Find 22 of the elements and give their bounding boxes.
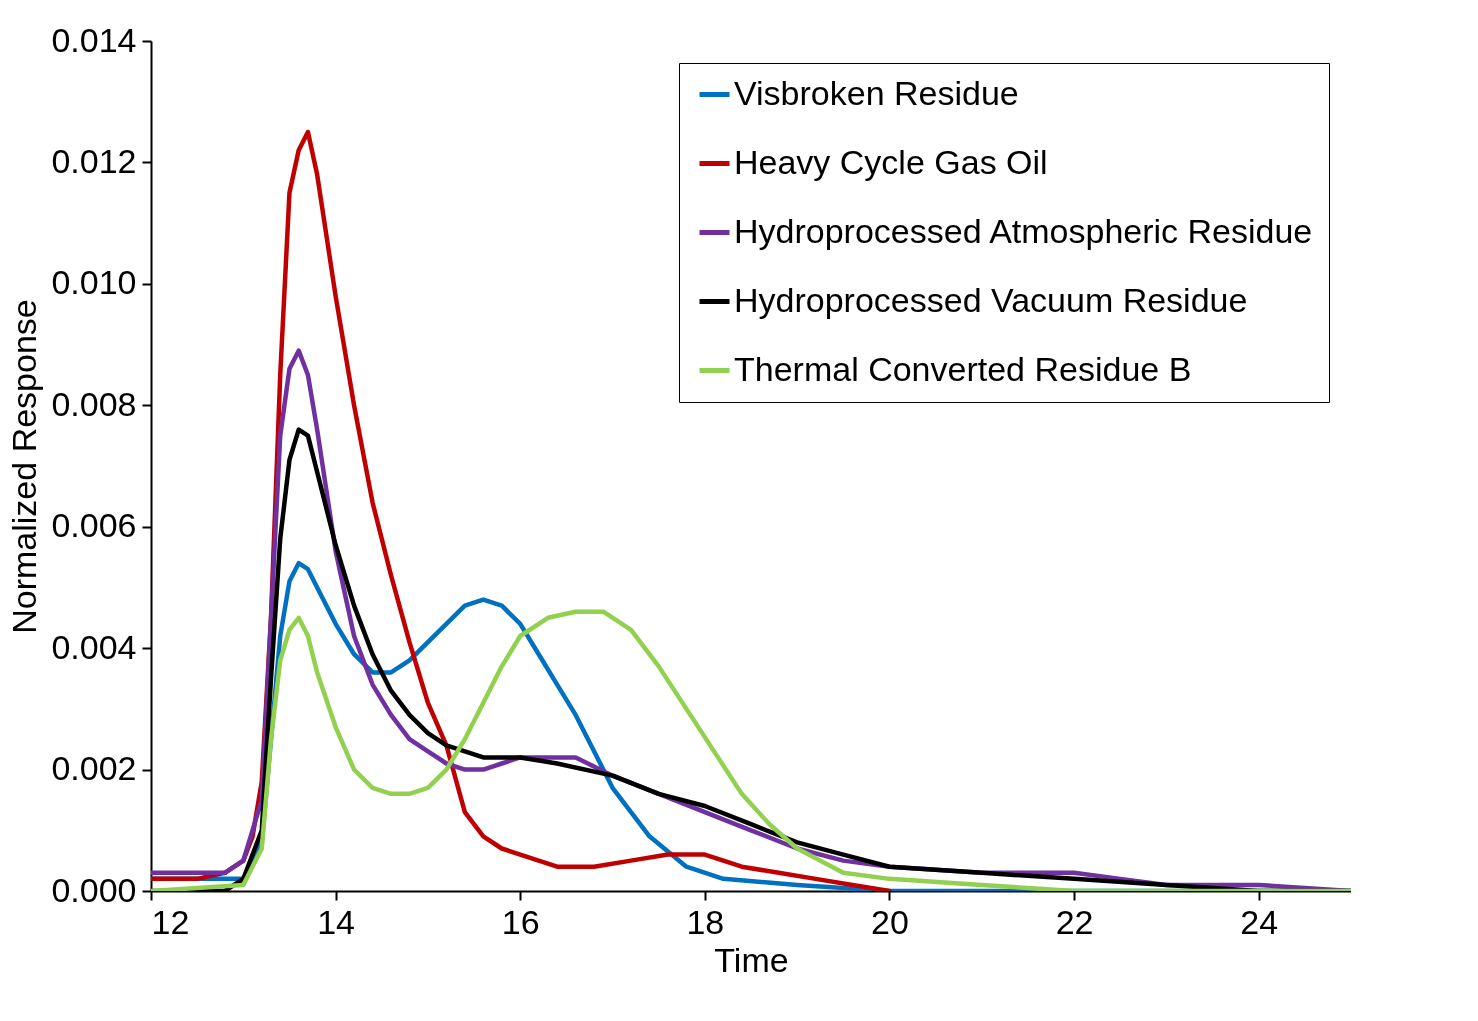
- y-tick-label: 0.004: [51, 627, 137, 666]
- x-axis-title: Time: [714, 940, 789, 979]
- legend-label: Hydroprocessed Atmospheric Residue: [734, 211, 1313, 250]
- x-tick-label: 16: [501, 902, 540, 941]
- y-tick-label: 0.010: [51, 263, 137, 302]
- y-axis-title: Normalized Response: [5, 299, 44, 634]
- x-tick-label: 18: [686, 902, 725, 941]
- y-tick-label: 0.006: [51, 506, 137, 545]
- legend-label: Visbroken Residue: [734, 73, 1019, 112]
- x-tick-label: 14: [317, 902, 356, 941]
- x-tick-label: 22: [1055, 902, 1094, 941]
- x-tick-label: 20: [871, 902, 909, 941]
- legend-label: Hydroprocessed Vacuum Residue: [734, 280, 1248, 319]
- y-tick-label: 0.000: [51, 870, 137, 909]
- legend-label: Heavy Cycle Gas Oil: [734, 142, 1048, 181]
- x-tick-label: 24: [1240, 902, 1279, 941]
- x-tick-label: 12: [151, 902, 190, 941]
- y-tick-label: 0.014: [51, 20, 137, 59]
- y-tick-label: 0.002: [51, 749, 137, 788]
- y-tick-label: 0.008: [51, 384, 137, 423]
- y-tick-label: 0.012: [51, 141, 137, 180]
- legend-label: Thermal Converted Residue B: [734, 349, 1192, 388]
